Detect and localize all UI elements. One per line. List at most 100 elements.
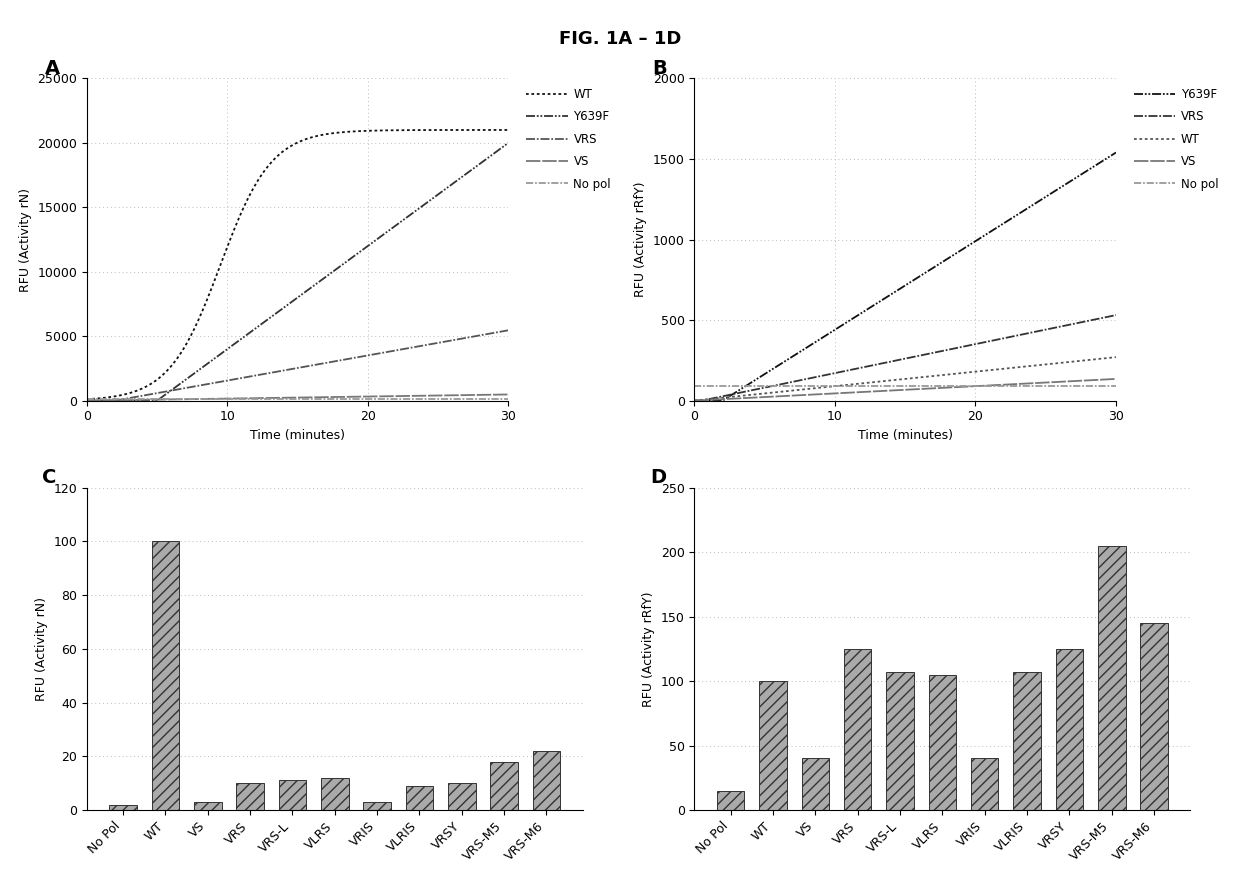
Y639F [337,258,352,268]
Legend: WT, Y639F, VRS, VS, No pol: WT, Y639F, VRS, VS, No pol [523,84,615,194]
WT [1043,359,1058,369]
Bar [279,780,306,810]
WT [79,394,94,404]
Y639F [81,395,95,406]
VRS [945,344,960,354]
WT [937,369,952,380]
VS [330,392,345,402]
Bar [844,649,872,810]
Line: Y639F: Y639F [87,143,508,401]
Text: C: C [42,469,57,488]
VRS [81,395,95,406]
No pol [461,395,476,405]
X-axis label: Time (minutes): Time (minutes) [858,429,952,442]
Bar [801,759,830,810]
Y639F [79,395,94,406]
Bar [1013,672,1040,810]
VS [79,395,94,406]
VRS [79,395,94,406]
Line: Y639F: Y639F [694,152,1116,401]
No pol [1109,381,1123,391]
Bar [1097,546,1126,810]
Y-axis label: RFU (Activity rRfY): RFU (Activity rRfY) [642,591,655,706]
Y639F [435,186,450,197]
Text: A: A [45,59,60,78]
Bar [321,778,348,810]
Line: VS: VS [694,379,1116,401]
VS [329,392,343,402]
Y639F [687,395,702,406]
Bar [237,783,264,810]
WT [461,125,476,135]
WT [1069,356,1084,367]
Y639F [936,256,951,267]
Bar [151,542,180,810]
Bar [193,802,222,810]
No pol [79,395,94,405]
Bar [759,681,787,810]
Bar [717,791,744,810]
VRS [329,356,343,367]
WT [945,368,960,379]
Text: D: D [650,469,666,488]
VS [945,382,960,393]
WT [81,394,95,404]
Y639F [501,138,516,148]
Bar [887,672,914,810]
VRS [936,346,951,356]
Line: VRS: VRS [87,330,508,401]
VRS [330,355,345,366]
Line: WT: WT [694,357,1116,401]
VS [501,389,516,400]
Line: WT: WT [87,130,508,399]
VS [81,395,95,406]
VS [1069,375,1084,386]
X-axis label: Time (minutes): Time (minutes) [250,429,345,442]
WT [329,127,343,138]
No pol [936,381,951,391]
Y639F [330,263,345,273]
VRS [1109,310,1123,321]
VRS [461,332,476,342]
Y-axis label: RFU (Activity rN): RFU (Activity rN) [19,187,32,292]
VRS [435,337,450,348]
Y639F [688,395,703,406]
Line: VS: VS [87,395,508,401]
WT [330,127,345,138]
WT [337,127,352,138]
No pol [330,395,345,405]
Bar [405,786,433,810]
Y639F [937,255,952,266]
No pol [945,381,960,391]
Bar [1141,623,1168,810]
No pol [688,381,703,391]
No pol [329,395,343,405]
VRS [688,395,703,406]
Bar [1055,649,1084,810]
No pol [435,395,450,405]
No pol [1069,381,1084,391]
VS [461,390,476,401]
Y639F [461,166,476,177]
VRS [337,354,352,365]
WT [687,395,702,406]
WT [936,369,951,380]
Y639F [1069,172,1084,183]
VRS [687,395,702,406]
Bar [533,751,560,810]
VS [937,382,952,393]
Y639F [945,251,960,261]
WT [1109,352,1123,362]
VS [936,382,951,393]
No pol [501,395,516,405]
Y639F [1109,147,1123,158]
VS [337,392,352,402]
Y-axis label: RFU (Activity rN): RFU (Activity rN) [35,597,47,701]
VRS [937,345,952,355]
VS [687,395,702,406]
Text: FIG. 1A – 1D: FIG. 1A – 1D [559,30,681,49]
WT [688,395,703,406]
VS [435,390,450,401]
VRS [1069,318,1084,328]
WT [435,125,450,135]
